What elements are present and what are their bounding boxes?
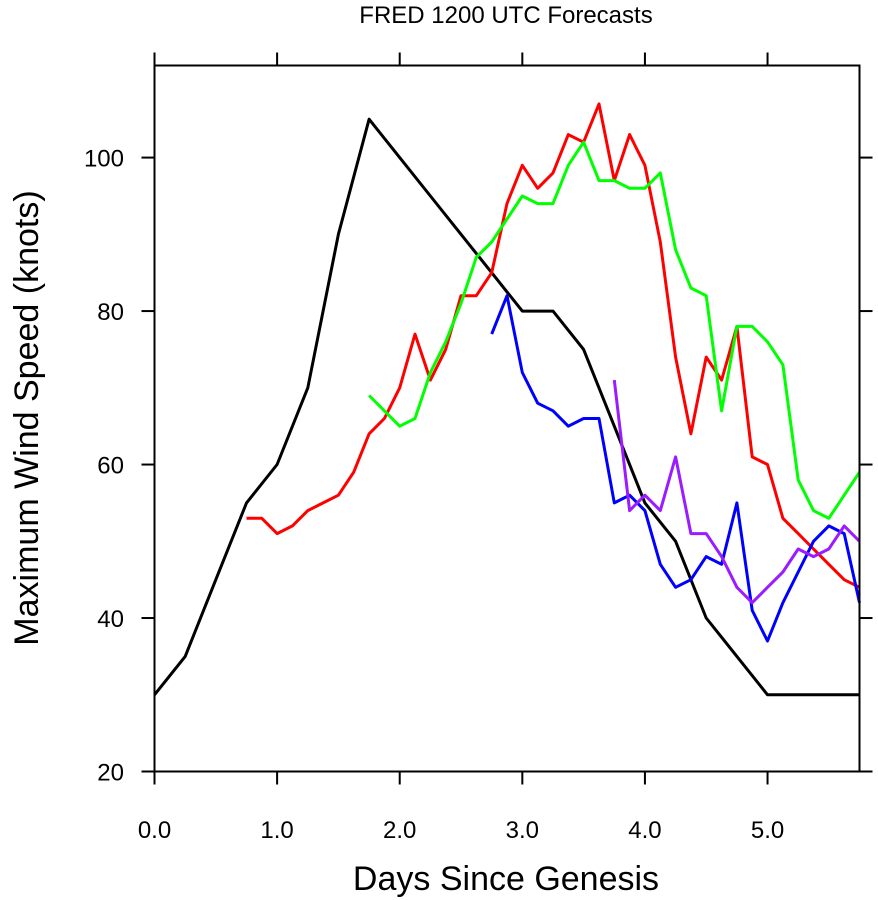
x-tick-label: 5.0 (751, 817, 784, 844)
chart-title: FRED 1200 UTC Forecasts (359, 2, 652, 29)
series-layer (153, 102, 861, 697)
x-tick-label: 1.0 (260, 817, 293, 844)
series-line-1 (153, 117, 860, 697)
y-tick-label: 80 (97, 299, 124, 326)
x-tick-label: 2.0 (383, 817, 416, 844)
x-tick-label: 3.0 (506, 817, 539, 844)
y-tick-label: 20 (97, 760, 124, 787)
x-axis-label: Days Since Genesis (353, 860, 659, 898)
x-tick-label: 0.0 (138, 817, 171, 844)
y-tick-label: 40 (97, 606, 124, 633)
plot-frame (153, 64, 861, 773)
y-axis-label: Maximum Wind Speed (knots) (8, 190, 46, 645)
y-tick-label: 100 (84, 146, 124, 173)
series-line-3 (368, 140, 861, 520)
y-tick-label: 60 (97, 453, 124, 480)
series-line-4 (490, 294, 861, 643)
x-tick-label: 4.0 (628, 817, 661, 844)
series-line-5 (612, 379, 861, 605)
series-line-2 (246, 102, 861, 589)
tick-layer: 0.0 1.0 2.0 3.0 4.0 5.0 20 40 60 80 100 (84, 52, 873, 844)
